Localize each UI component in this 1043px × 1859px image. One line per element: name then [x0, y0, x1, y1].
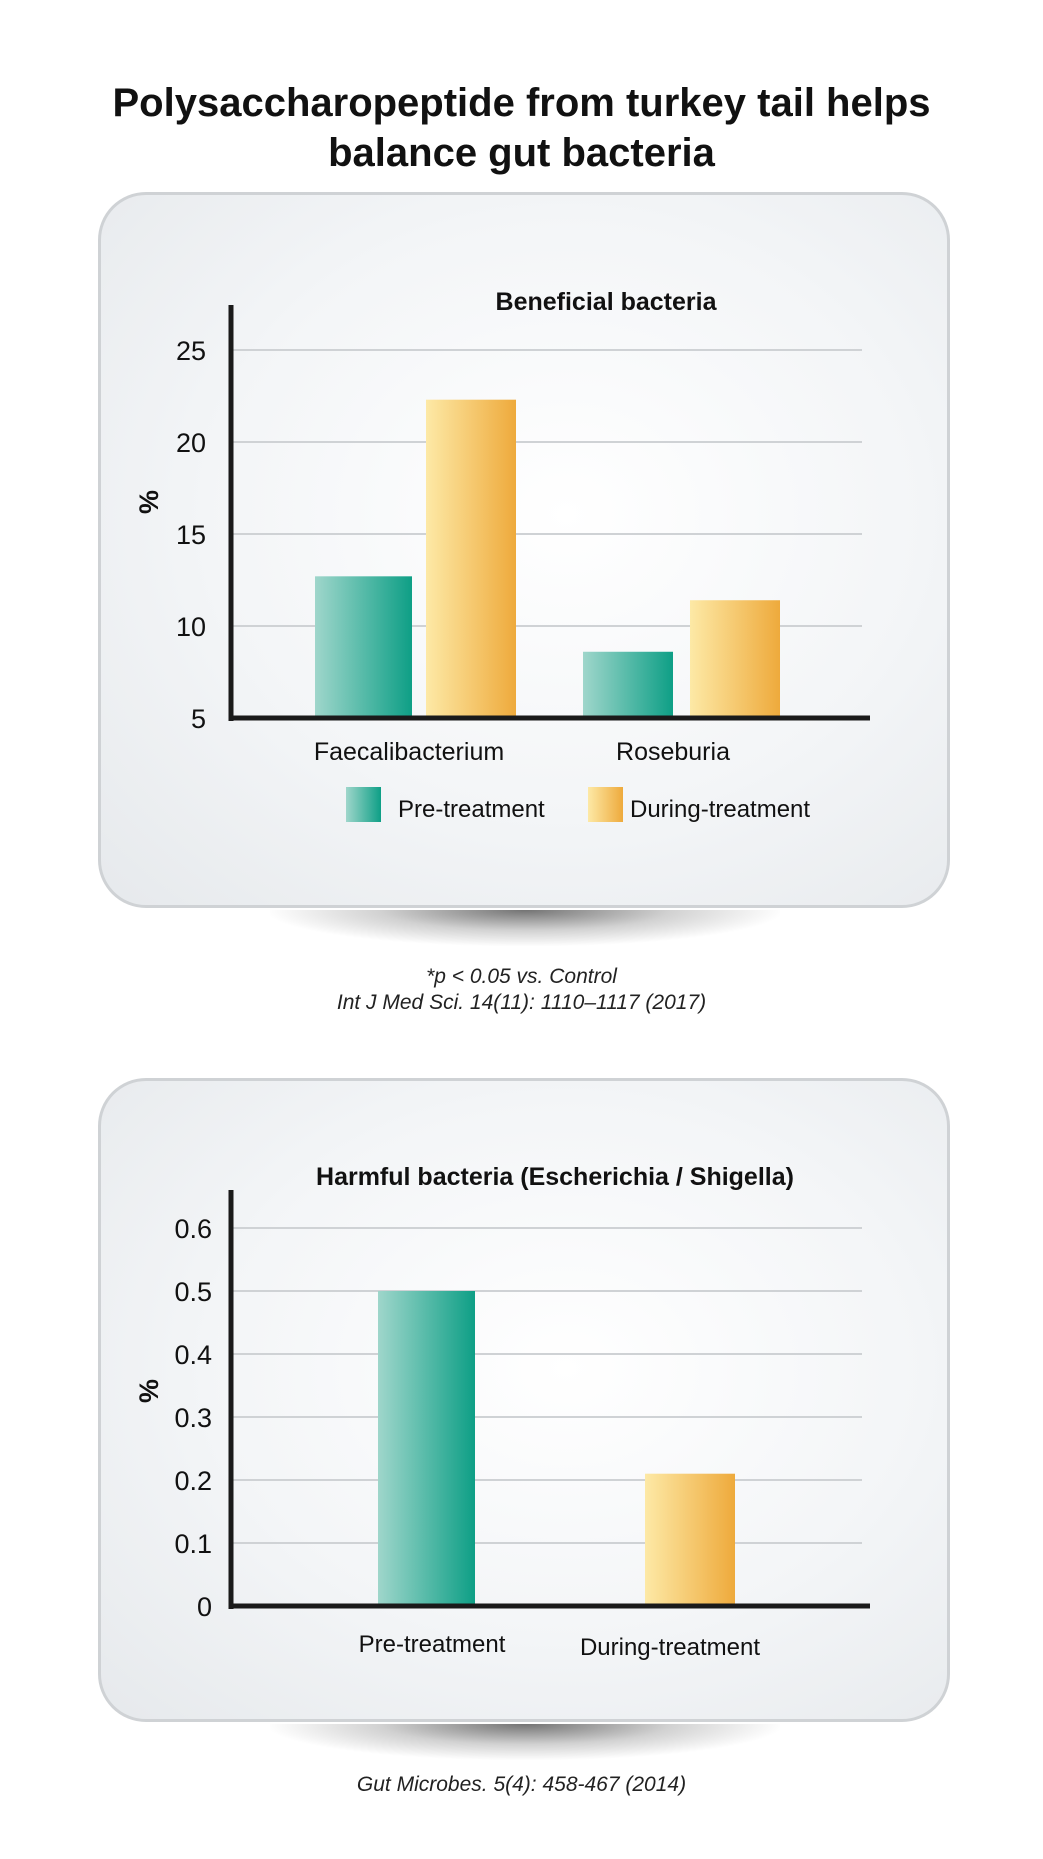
chart-beneficial: Beneficial bacteria 5 10 15 20 25% Faecalibact… — [134, 288, 870, 823]
chart1-source: Int J Med Sci. 14(11): 1110–1117 (2017) — [336, 991, 707, 1014]
page-title-line: Polysaccharopeptide from turkey tail hel… — [112, 81, 931, 125]
legend-swatch — [346, 787, 381, 822]
y-tick-label: 0.2 — [174, 1466, 212, 1496]
y-tick-label: 0.1 — [174, 1529, 212, 1559]
legend-label: Pre-treatment — [398, 796, 545, 823]
legend-label: During-treatment — [630, 796, 810, 823]
legend-swatch — [588, 787, 623, 822]
page-title-line: balance gut bacteria — [328, 131, 715, 175]
x-tick-label: Faecalibacterium — [314, 738, 504, 766]
bar — [583, 651, 673, 718]
y-tick-label: 15 — [176, 520, 206, 550]
y-tick-label: 5 — [191, 704, 206, 734]
y-tick-label: 0 — [197, 1592, 212, 1622]
bar — [378, 1291, 475, 1606]
page-title: Polysaccharopeptide from turkey tail hel… — [0, 78, 1043, 178]
chart-title: Beneficial bacteria — [496, 288, 718, 316]
y-tick-label: 20 — [176, 428, 206, 458]
x-tick-label: Roseburia — [616, 738, 730, 766]
y-axis-label: % — [134, 490, 164, 514]
y-tick-label: 0.5 — [174, 1277, 212, 1307]
chart-title: Harmful bacteria (Escherichia / Shigella… — [316, 1163, 794, 1191]
chart-panel-harmful — [98, 1078, 950, 1722]
y-tick-label: 25 — [176, 336, 206, 366]
chart2-source: Gut Microbes. 5(4): 458-467 (2014) — [356, 1773, 687, 1796]
y-axis-label: % — [134, 1379, 164, 1403]
page-title-text: Polysaccharopeptide from turkey tail hel… — [112, 81, 930, 175]
x-tick-label: Pre-treatment — [359, 1631, 506, 1658]
bar — [690, 600, 780, 718]
chart-panel-beneficial — [98, 192, 950, 908]
chart1-footnote: *p < 0.05 vs. Control — [426, 965, 617, 988]
panel-shadow — [270, 1724, 780, 1760]
x-tick-label: During-treatment — [580, 1634, 760, 1661]
bar — [315, 576, 412, 718]
bar — [645, 1473, 735, 1606]
y-tick-label: 10 — [176, 612, 206, 642]
y-tick-label: 0.6 — [174, 1214, 212, 1244]
bar — [426, 399, 516, 718]
chart-harmful: Harmful bacteria (Escherichia / Shigella… — [134, 1163, 870, 1661]
y-tick-label: 0.3 — [174, 1403, 212, 1433]
panel-shadow — [270, 910, 780, 946]
y-tick-label: 0.4 — [174, 1340, 212, 1370]
